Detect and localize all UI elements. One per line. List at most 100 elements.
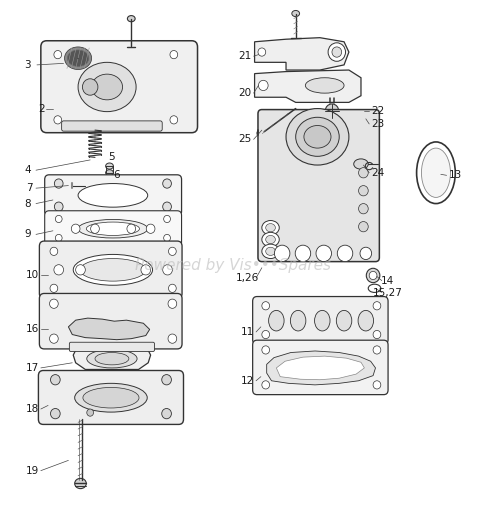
Text: 16: 16 (26, 324, 39, 334)
Ellipse shape (169, 50, 177, 59)
Ellipse shape (372, 331, 380, 339)
Ellipse shape (50, 247, 58, 255)
Ellipse shape (95, 353, 129, 365)
Ellipse shape (54, 265, 63, 275)
Ellipse shape (258, 80, 268, 91)
Ellipse shape (127, 224, 136, 233)
Ellipse shape (353, 159, 367, 169)
Text: 25: 25 (238, 134, 251, 144)
Ellipse shape (71, 224, 80, 233)
Ellipse shape (76, 265, 85, 275)
Polygon shape (254, 70, 360, 102)
Ellipse shape (261, 346, 269, 354)
Text: 24: 24 (371, 168, 384, 178)
Ellipse shape (265, 235, 275, 244)
Text: 11: 11 (240, 327, 254, 337)
Ellipse shape (91, 74, 122, 100)
Ellipse shape (368, 271, 376, 280)
Ellipse shape (82, 79, 98, 95)
Text: 22: 22 (371, 106, 384, 116)
Ellipse shape (265, 247, 275, 255)
Ellipse shape (67, 50, 89, 66)
FancyBboxPatch shape (41, 41, 197, 133)
Ellipse shape (55, 215, 62, 222)
FancyBboxPatch shape (45, 211, 181, 247)
Ellipse shape (372, 302, 380, 310)
Ellipse shape (161, 374, 171, 385)
Ellipse shape (325, 104, 338, 118)
Ellipse shape (87, 350, 137, 368)
Text: 8: 8 (24, 199, 30, 209)
Ellipse shape (314, 311, 329, 331)
Ellipse shape (78, 219, 148, 238)
Ellipse shape (416, 142, 454, 203)
Ellipse shape (163, 215, 170, 222)
Ellipse shape (359, 247, 371, 260)
Ellipse shape (358, 167, 367, 178)
Text: 15,27: 15,27 (372, 288, 402, 299)
Ellipse shape (286, 109, 348, 165)
FancyBboxPatch shape (45, 175, 181, 216)
Ellipse shape (327, 117, 335, 123)
Ellipse shape (163, 234, 170, 242)
FancyBboxPatch shape (39, 294, 182, 349)
Text: Powered by Vis•••Spares: Powered by Vis•••Spares (135, 258, 330, 273)
Ellipse shape (146, 224, 155, 233)
Text: 13: 13 (448, 170, 461, 180)
Ellipse shape (50, 408, 60, 419)
Ellipse shape (106, 169, 113, 176)
FancyBboxPatch shape (61, 121, 162, 131)
FancyBboxPatch shape (69, 342, 154, 352)
Polygon shape (68, 318, 150, 340)
Ellipse shape (367, 284, 380, 293)
Ellipse shape (78, 62, 136, 112)
Ellipse shape (261, 220, 279, 235)
Ellipse shape (305, 78, 343, 93)
Text: 18: 18 (26, 404, 39, 414)
Ellipse shape (295, 117, 338, 157)
Ellipse shape (168, 247, 176, 255)
Ellipse shape (257, 48, 265, 56)
Ellipse shape (49, 299, 58, 308)
Ellipse shape (54, 202, 63, 211)
Text: 19: 19 (26, 466, 39, 476)
Ellipse shape (75, 478, 86, 489)
Ellipse shape (169, 116, 177, 124)
Ellipse shape (295, 245, 310, 262)
Ellipse shape (268, 311, 284, 331)
FancyBboxPatch shape (252, 297, 387, 345)
Polygon shape (276, 356, 363, 380)
Ellipse shape (64, 47, 91, 70)
Ellipse shape (161, 408, 171, 419)
Ellipse shape (78, 183, 148, 207)
Ellipse shape (290, 311, 305, 331)
Text: 3: 3 (24, 60, 30, 70)
Ellipse shape (335, 311, 351, 331)
Ellipse shape (162, 202, 171, 211)
Ellipse shape (167, 334, 176, 344)
FancyBboxPatch shape (39, 241, 182, 299)
Ellipse shape (331, 47, 341, 57)
Ellipse shape (291, 10, 299, 16)
Ellipse shape (421, 148, 450, 197)
Ellipse shape (55, 234, 62, 242)
Text: 2: 2 (38, 104, 45, 113)
Ellipse shape (54, 116, 61, 124)
Ellipse shape (358, 221, 367, 232)
Ellipse shape (141, 265, 151, 275)
Text: 21: 21 (238, 51, 251, 61)
Ellipse shape (86, 222, 139, 235)
Ellipse shape (357, 311, 373, 331)
Text: 10: 10 (26, 270, 39, 281)
Ellipse shape (114, 178, 120, 184)
Ellipse shape (261, 244, 279, 259)
Text: 9: 9 (24, 229, 30, 239)
Ellipse shape (49, 334, 58, 344)
Text: 7: 7 (26, 183, 33, 193)
Polygon shape (254, 38, 348, 70)
Ellipse shape (261, 302, 269, 310)
Ellipse shape (162, 265, 172, 275)
Text: 1,26: 1,26 (235, 273, 258, 283)
Polygon shape (73, 348, 151, 369)
Ellipse shape (261, 331, 269, 339)
